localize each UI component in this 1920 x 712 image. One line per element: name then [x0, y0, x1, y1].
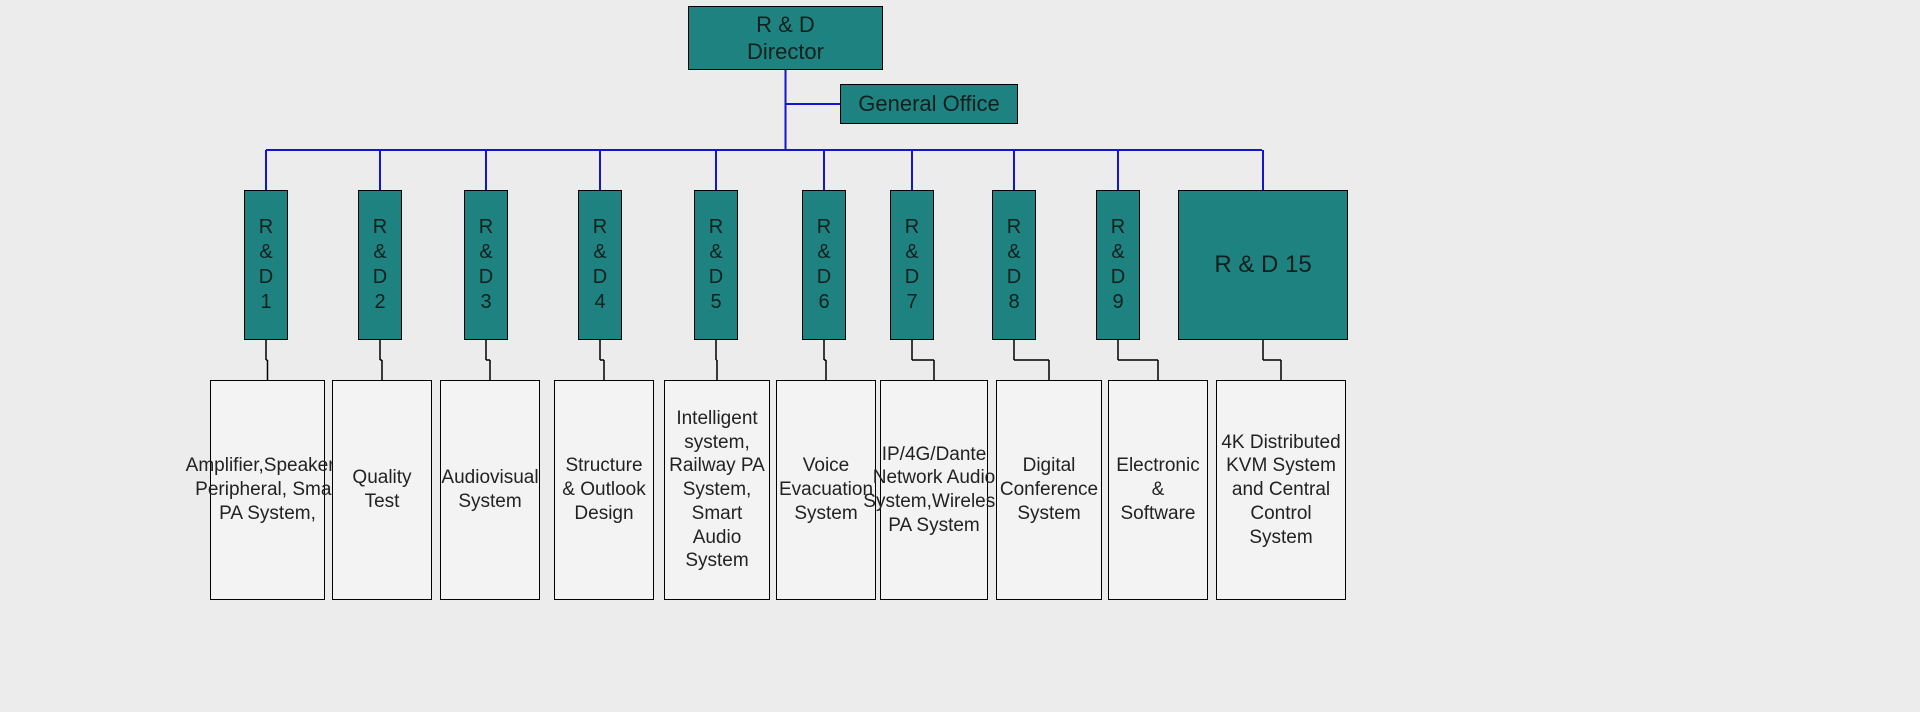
dept-white-0: Amplifier,Speakers, Peripheral, Small PA…: [210, 380, 325, 600]
dept-teal-0: R&D1: [244, 190, 288, 340]
dept-white-3: Structure & Outlook Design: [554, 380, 654, 600]
dept-white-1: Quality Test: [332, 380, 432, 600]
general-office-box: General Office: [840, 84, 1018, 124]
dept-white-4: Intelligent system, Railway PA System, S…: [664, 380, 770, 600]
dept-teal-6: R&D7: [890, 190, 934, 340]
dept-teal-9: R & D 15: [1178, 190, 1348, 340]
dept-white-5: Voice Evacuation System: [776, 380, 876, 600]
dept-teal-5: R&D6: [802, 190, 846, 340]
dept-teal-4: R&D5: [694, 190, 738, 340]
dept-teal-3: R&D4: [578, 190, 622, 340]
dept-teal-1: R&D2: [358, 190, 402, 340]
dept-white-6: IP/4G/Dante Network Audio System,Wireles…: [880, 380, 988, 600]
director-box: R & DDirector: [688, 6, 883, 70]
dept-teal-7: R&D8: [992, 190, 1036, 340]
dept-white-8: Electronic & Software: [1108, 380, 1208, 600]
dept-teal-8: R&D9: [1096, 190, 1140, 340]
dept-white-2: Audiovisual System: [440, 380, 540, 600]
dept-white-9: 4K Distributed KVM System and Central Co…: [1216, 380, 1346, 600]
dept-white-7: Digital Conference System: [996, 380, 1102, 600]
dept-teal-2: R&D3: [464, 190, 508, 340]
